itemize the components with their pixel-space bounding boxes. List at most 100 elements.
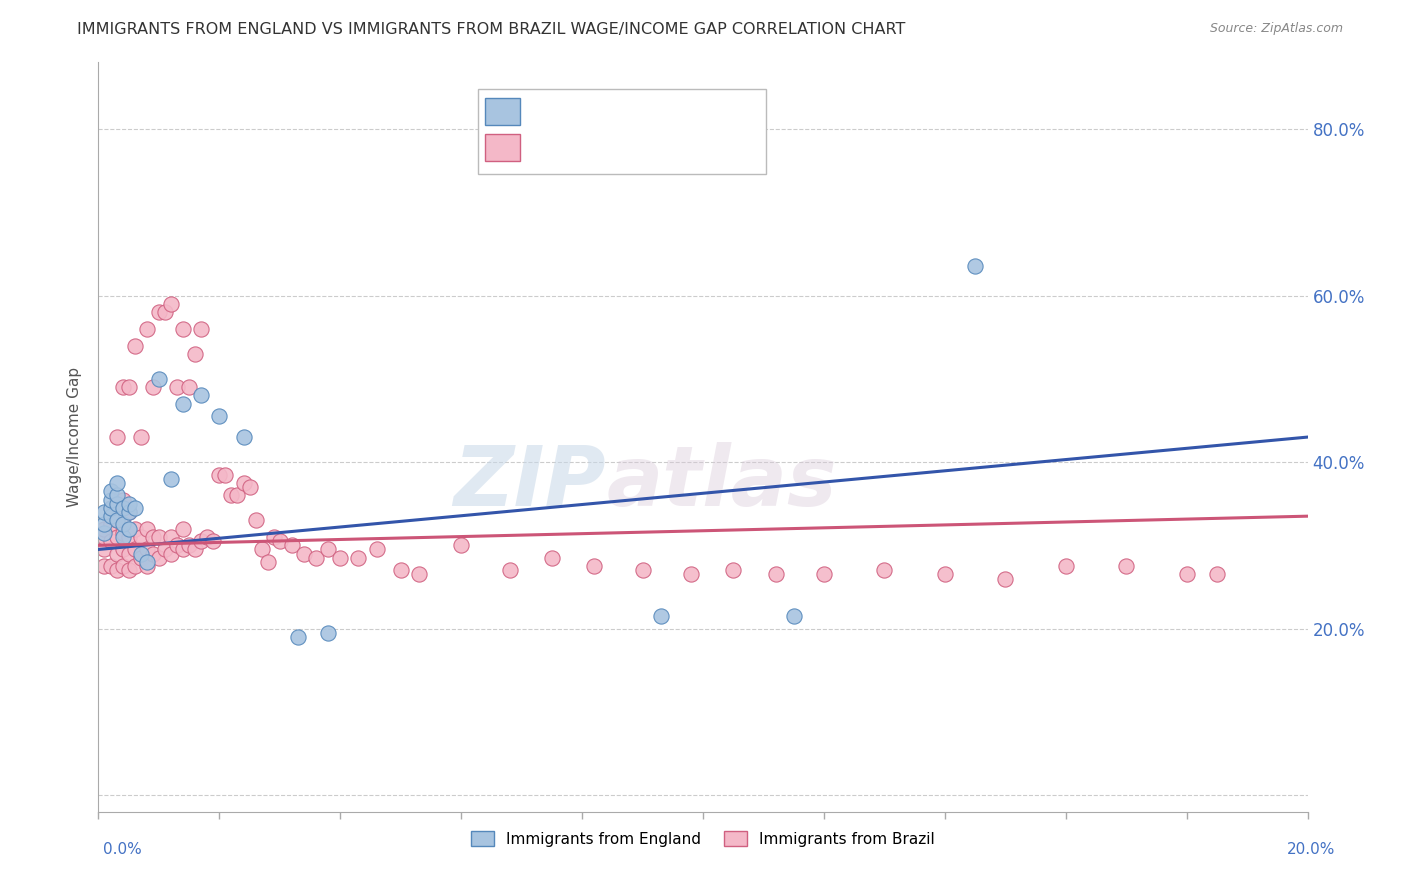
Point xyxy=(129,430,152,444)
Point xyxy=(105,497,128,511)
Point xyxy=(281,538,304,552)
Text: 20.0%: 20.0% xyxy=(1288,842,1336,856)
Point xyxy=(208,467,231,482)
Point xyxy=(111,509,134,524)
Point xyxy=(142,547,165,561)
Point xyxy=(105,488,128,502)
Point xyxy=(111,542,134,557)
Point xyxy=(118,547,141,561)
Point xyxy=(124,500,146,515)
Point xyxy=(111,380,134,394)
Point xyxy=(118,522,141,536)
Point xyxy=(723,563,745,577)
Point xyxy=(965,260,987,274)
Text: N =: N = xyxy=(630,140,659,154)
Legend: Immigrants from England, Immigrants from Brazil: Immigrants from England, Immigrants from… xyxy=(465,824,941,853)
Point xyxy=(498,563,520,577)
Point xyxy=(287,630,309,644)
Text: R =: R = xyxy=(534,104,562,119)
Point xyxy=(111,525,134,540)
Point xyxy=(232,430,254,444)
Point xyxy=(540,550,562,565)
Point xyxy=(190,534,212,549)
Point xyxy=(994,572,1017,586)
Point xyxy=(93,522,115,536)
Point xyxy=(305,550,328,565)
Point xyxy=(160,297,183,311)
Point xyxy=(124,522,146,536)
Point xyxy=(1054,559,1077,574)
Point xyxy=(111,559,134,574)
Point xyxy=(813,567,835,582)
Point xyxy=(190,322,212,336)
Point xyxy=(153,542,176,557)
Point xyxy=(105,430,128,444)
Text: 31: 31 xyxy=(668,104,689,119)
Point xyxy=(408,567,430,582)
Point xyxy=(93,559,115,574)
Point xyxy=(124,559,146,574)
Point xyxy=(118,505,141,519)
Point xyxy=(166,538,188,552)
Point xyxy=(160,472,183,486)
Point xyxy=(100,509,122,524)
Point xyxy=(111,517,134,532)
Point xyxy=(650,609,672,624)
Point xyxy=(316,542,339,557)
Point xyxy=(105,563,128,577)
Point xyxy=(111,500,134,515)
Point xyxy=(118,505,141,519)
Point xyxy=(100,492,122,507)
Text: R =: R = xyxy=(534,140,562,154)
Point xyxy=(221,488,243,502)
Point xyxy=(172,522,194,536)
Point xyxy=(765,567,787,582)
Point xyxy=(142,380,165,394)
Point xyxy=(100,559,122,574)
Text: IMMIGRANTS FROM ENGLAND VS IMMIGRANTS FROM BRAZIL WAGE/INCOME GAP CORRELATION CH: IMMIGRANTS FROM ENGLAND VS IMMIGRANTS FR… xyxy=(77,22,905,37)
Point xyxy=(135,322,157,336)
Point xyxy=(124,542,146,557)
Point xyxy=(93,517,115,532)
Point xyxy=(105,497,128,511)
Text: 0.049: 0.049 xyxy=(576,140,624,154)
Point xyxy=(232,475,254,490)
Point xyxy=(93,542,115,557)
Text: Source: ZipAtlas.com: Source: ZipAtlas.com xyxy=(1209,22,1343,36)
Point xyxy=(190,388,212,402)
Point xyxy=(135,555,157,569)
Point xyxy=(239,480,262,494)
Point xyxy=(389,563,412,577)
Point xyxy=(118,380,141,394)
Point xyxy=(172,542,194,557)
Point xyxy=(583,559,606,574)
Point xyxy=(153,305,176,319)
Point xyxy=(148,372,170,386)
Text: 0.167: 0.167 xyxy=(576,104,624,119)
Point xyxy=(135,559,157,574)
Point xyxy=(124,338,146,352)
Point xyxy=(184,347,207,361)
Point xyxy=(195,530,218,544)
Point xyxy=(148,550,170,565)
Point xyxy=(118,530,141,544)
Point xyxy=(105,530,128,544)
Point xyxy=(105,513,128,527)
Point xyxy=(873,563,896,577)
Point xyxy=(347,550,370,565)
Point xyxy=(100,500,122,515)
Text: 0.0%: 0.0% xyxy=(103,842,142,856)
Point xyxy=(269,534,291,549)
Text: atlas: atlas xyxy=(606,442,837,523)
Point xyxy=(93,530,115,544)
Point xyxy=(263,530,285,544)
Text: ZIP: ZIP xyxy=(454,442,606,523)
Point xyxy=(245,513,267,527)
Point xyxy=(1175,567,1198,582)
Point xyxy=(93,525,115,540)
Point xyxy=(450,538,472,552)
Point xyxy=(135,522,157,536)
Point xyxy=(105,547,128,561)
Point xyxy=(679,567,702,582)
Text: N =: N = xyxy=(630,104,659,119)
